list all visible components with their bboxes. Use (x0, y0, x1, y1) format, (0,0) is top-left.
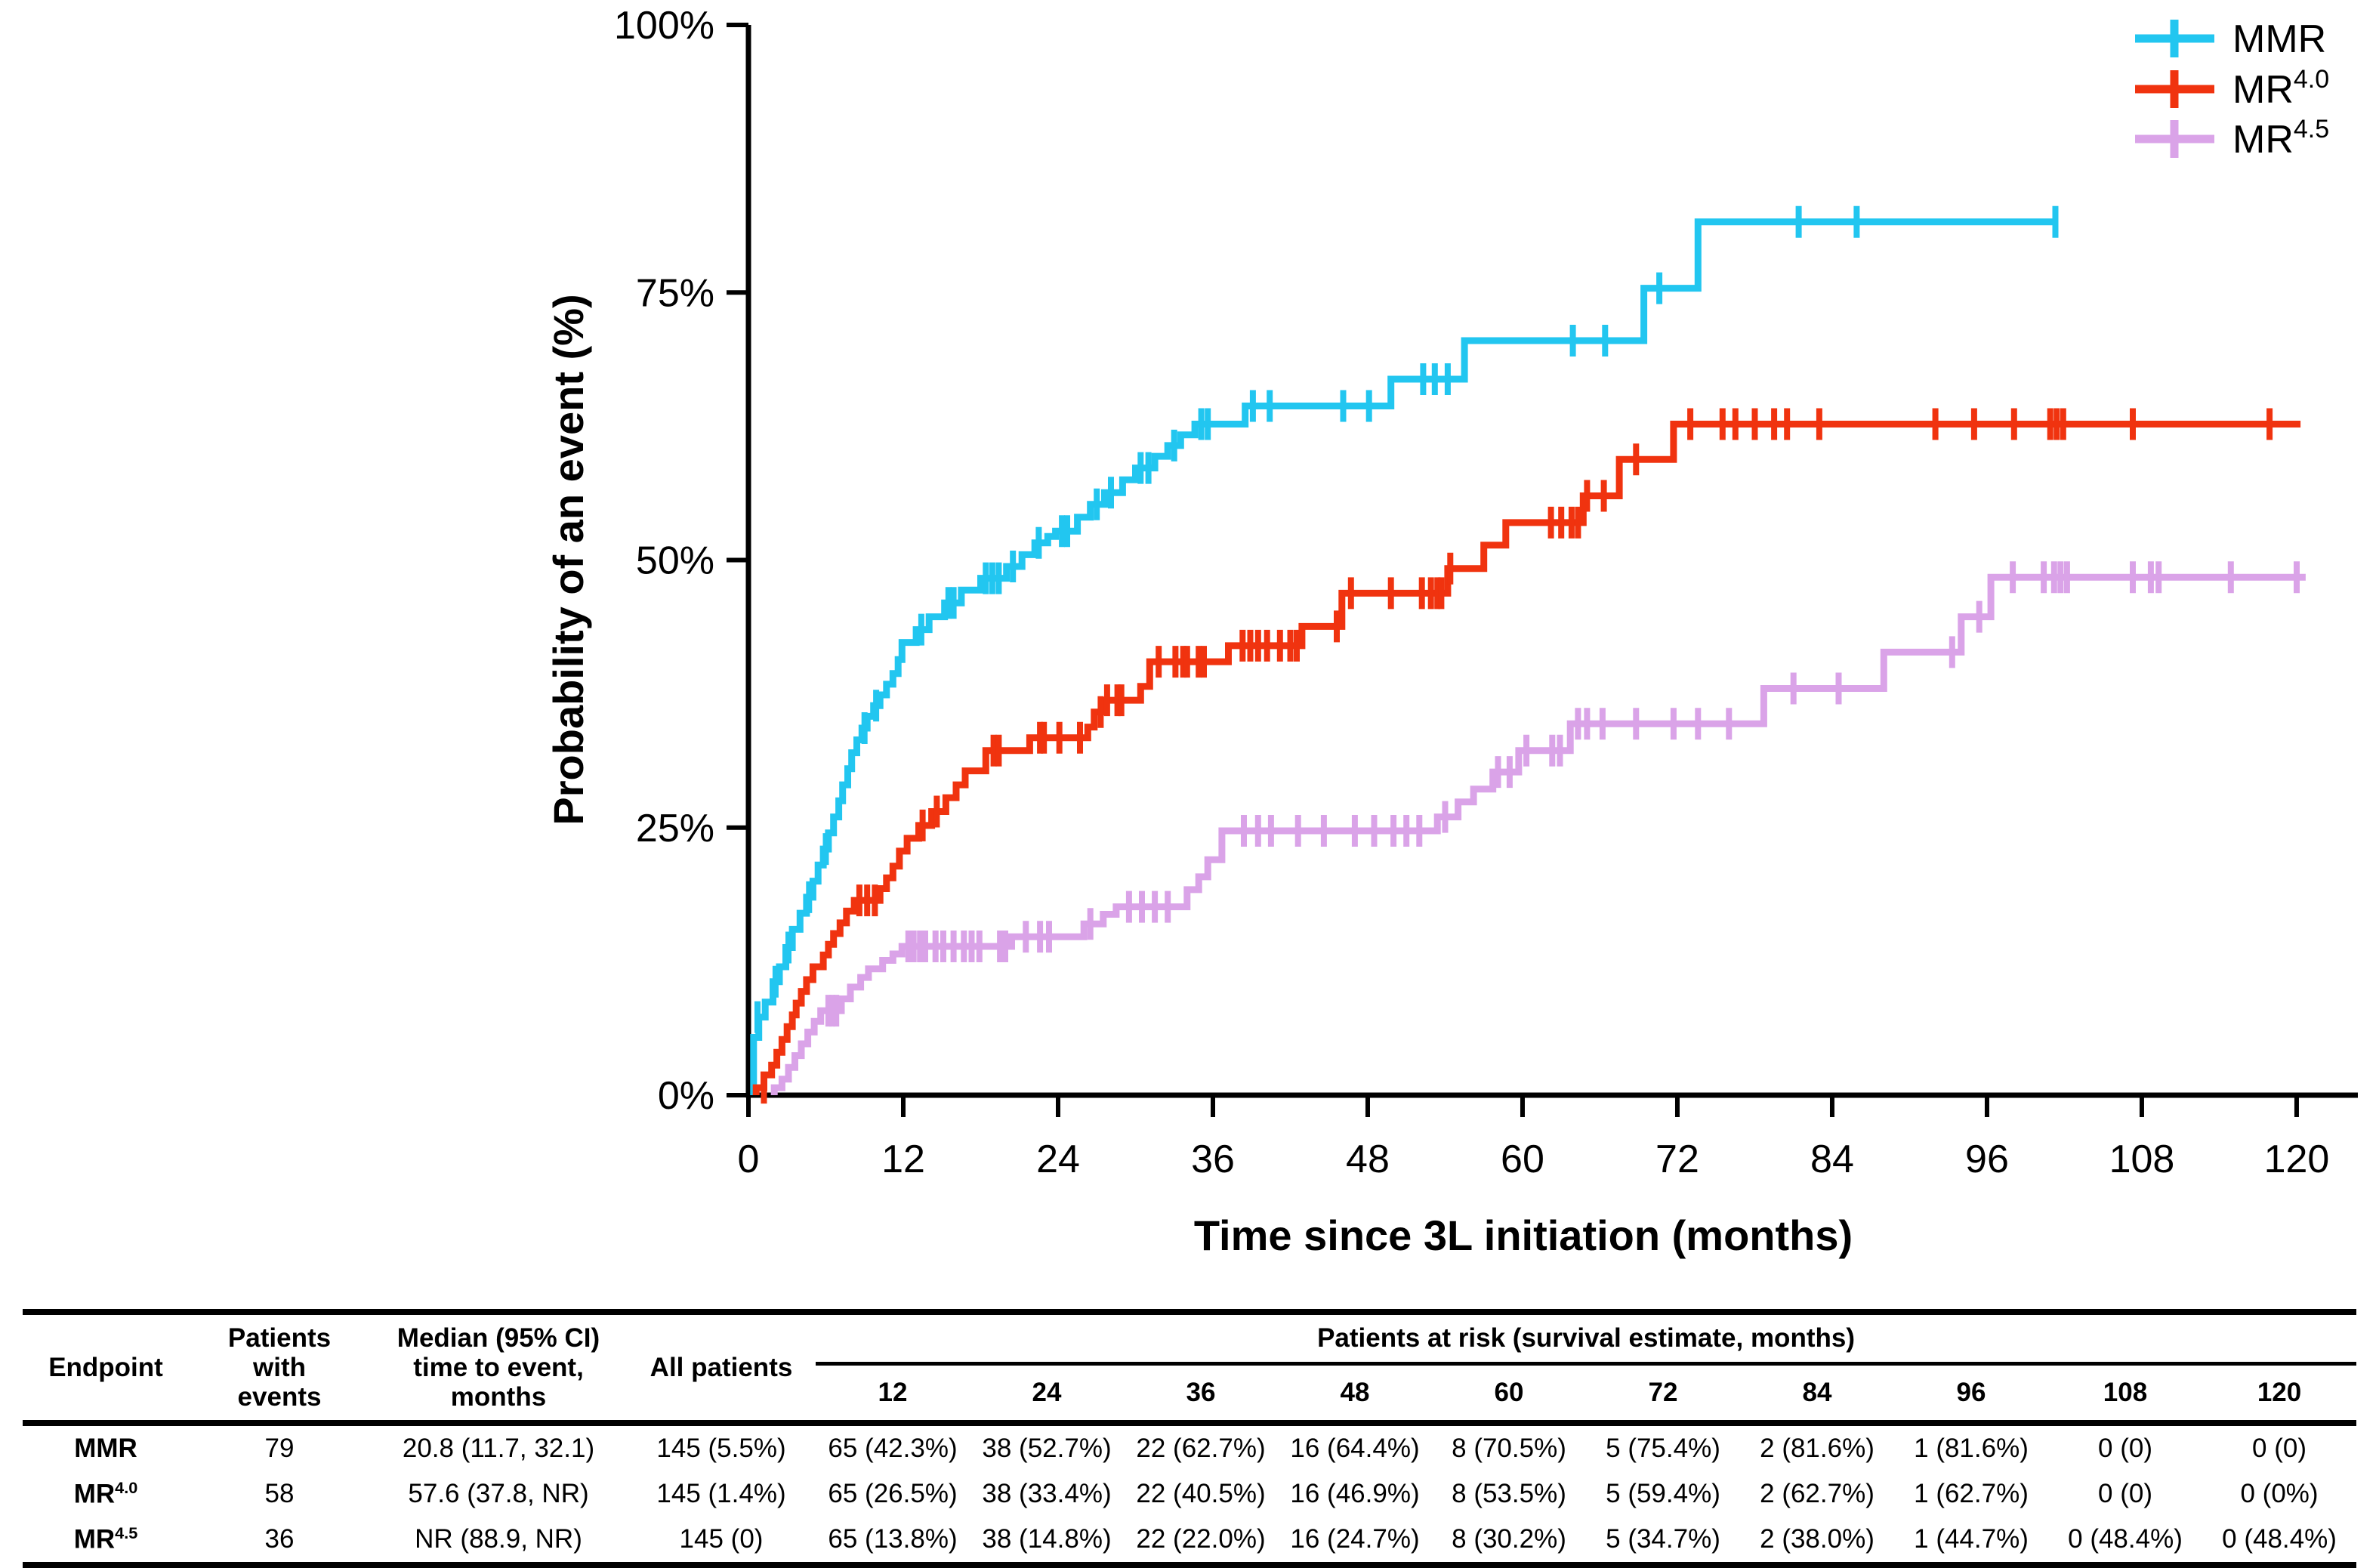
table-cell: 79 (264, 1434, 295, 1464)
at-risk-cell: 0 (0) (2252, 1434, 2306, 1464)
x-tick-label: 48 (1346, 1137, 1390, 1181)
y-tick-label: 25% (636, 807, 714, 850)
table-row-MR4.0: MR4.0 58 57.6 (37.8, NR) 145 (1.4%) 65 (26.5… (23, 1471, 2356, 1517)
risk-table-header: Endpoint Patients with events Median (95… (23, 1312, 2357, 1423)
x-tick-label: 24 (1036, 1137, 1080, 1181)
table-cell: 145 (5.5%) (656, 1434, 786, 1464)
x-tick-label: 60 (1501, 1137, 1544, 1181)
endpoint-cell: MMR (74, 1434, 137, 1464)
at-risk-cell: 0 (48.4%) (2222, 1524, 2337, 1554)
endpoint-cell: MR4.5 (73, 1523, 138, 1554)
col-header-month-108: 108 (2103, 1378, 2148, 1408)
at-risk-cell: 8 (70.5%) (1452, 1434, 1566, 1464)
x-tick-label: 12 (881, 1137, 925, 1181)
at-risk-cell: 0 (0) (2098, 1434, 2152, 1464)
table-row-MR4.5: MR4.5 36 NR (88.9, NR) 145 (0) 65 (13.8%) 38 … (23, 1517, 2356, 1565)
legend-label: MMR (2232, 17, 2326, 61)
series-curve-MR4.0 (752, 421, 2301, 1095)
col-header-month-84: 84 (1802, 1378, 1832, 1408)
table-cell: 20.8 (11.7, 32.1) (402, 1434, 595, 1464)
x-tick-label: 0 (738, 1137, 760, 1181)
legend-label: MR4.0 (2232, 65, 2329, 112)
at-risk-cell: 38 (52.7%) (982, 1434, 1112, 1464)
at-risk-cell: 5 (59.4%) (1606, 1479, 1720, 1509)
at-risk-cell: 2 (38.0%) (1760, 1524, 1875, 1554)
at-risk-cell: 16 (64.4%) (1290, 1434, 1420, 1464)
x-tick-label: 108 (2109, 1137, 2175, 1181)
col-header-at-risk-group: Patients at risk (survival estimate, mon… (816, 1312, 2357, 1366)
col-header-month-60: 60 (1494, 1378, 1524, 1408)
at-risk-cell: 22 (62.7%) (1136, 1434, 1266, 1464)
at-risk-cell: 0 (0%) (2240, 1479, 2319, 1509)
x-axis-ticks: 0 12 24 36 48 60 72 84 96 108 120 (738, 1095, 2330, 1181)
y-tick-label: 0% (658, 1074, 714, 1118)
at-risk-cell: 65 (26.5%) (828, 1479, 958, 1509)
risk-table: Endpoint Patients with events Median (95… (23, 1309, 2357, 1568)
series-curves (750, 205, 2306, 1104)
col-header-month-120: 120 (2257, 1378, 2302, 1408)
table-row-MMR: MMR 79 20.8 (11.7, 32.1) 145 (5.5%) 65 (42.3… (23, 1423, 2356, 1471)
col-header-month-36: 36 (1186, 1378, 1216, 1408)
table-cell: 58 (264, 1479, 295, 1509)
at-risk-cell: 16 (46.9%) (1290, 1479, 1420, 1509)
table-cell: 57.6 (37.8, NR) (408, 1479, 589, 1509)
at-risk-cell: 0 (0) (2098, 1479, 2152, 1509)
y-tick-label: 50% (636, 539, 714, 583)
at-risk-cell: 22 (40.5%) (1136, 1479, 1266, 1509)
series-curve-MMR (750, 218, 2056, 1095)
legend-item-MMR: MMR (2135, 17, 2326, 61)
at-risk-cell: 5 (34.7%) (1606, 1524, 1720, 1554)
x-tick-label: 96 (1965, 1137, 2009, 1181)
col-header-month-24: 24 (1032, 1378, 1062, 1408)
at-risk-cell: 65 (42.3%) (828, 1434, 958, 1464)
table-cell: 36 (264, 1524, 295, 1554)
table-cell: 145 (1.4%) (656, 1479, 786, 1509)
x-tick-label: 72 (1655, 1137, 1699, 1181)
at-risk-cell: 22 (22.0%) (1136, 1524, 1266, 1554)
at-risk-cell: 65 (13.8%) (828, 1524, 958, 1554)
col-header-month-12: 12 (878, 1378, 908, 1408)
y-tick-label: 75% (636, 271, 714, 315)
at-risk-cell: 2 (81.6%) (1760, 1434, 1875, 1464)
at-risk-cell: 5 (75.4%) (1606, 1434, 1720, 1464)
col-header-month-48: 48 (1340, 1378, 1370, 1408)
legend-item-MR4.5: MR4.5 (2135, 115, 2329, 162)
y-tick-label: 100% (614, 4, 714, 48)
at-risk-cell: 38 (33.4%) (982, 1479, 1112, 1509)
col-header-month-72: 72 (1648, 1378, 1678, 1408)
legend-label: MR4.5 (2232, 115, 2329, 162)
series-curve-MR4.5 (770, 573, 2306, 1095)
col-header-month-96: 96 (1956, 1378, 1986, 1408)
at-risk-cell: 1 (44.7%) (1914, 1524, 2029, 1554)
endpoint-cell: MR4.0 (73, 1478, 138, 1509)
at-risk-cell: 16 (24.7%) (1290, 1524, 1420, 1554)
km-chart: 100%75%50%25%0% 0 12 24 36 48 60 72 84 96 108 120 … (545, 4, 2358, 1259)
x-tick-label: 120 (2264, 1137, 2330, 1181)
table-cell: 145 (0) (679, 1524, 764, 1554)
table-cell: NR (88.9, NR) (415, 1524, 582, 1554)
axis-lines (745, 25, 2358, 1098)
at-risk-cell: 1 (62.7%) (1914, 1479, 2029, 1509)
at-risk-cell: 0 (48.4%) (2068, 1524, 2183, 1554)
y-axis-ticks: 100% 75% 50% 25% 0% (614, 4, 748, 1118)
at-risk-cell: 2 (62.7%) (1760, 1479, 1875, 1509)
x-axis-title: Time since 3L initiation (months) (1194, 1211, 1853, 1259)
at-risk-cell: 8 (53.5%) (1452, 1479, 1566, 1509)
col-header-median: Median (95% CI) time to event, months (396, 1323, 600, 1412)
legend-item-MR4.0: MR4.0 (2135, 65, 2329, 112)
col-header-all-patients: All patients (650, 1352, 793, 1382)
x-tick-label: 84 (1810, 1137, 1854, 1181)
at-risk-cell: 8 (30.2%) (1452, 1524, 1566, 1554)
x-tick-label: 36 (1191, 1137, 1235, 1181)
col-header-endpoint: Endpoint (48, 1352, 163, 1382)
at-risk-cell: 38 (14.8%) (982, 1524, 1112, 1554)
y-axis-title: Probability of an event (%) (545, 294, 592, 825)
at-risk-cell: 1 (81.6%) (1914, 1434, 2029, 1464)
col-header-patients-with-events: Patients with events (227, 1323, 332, 1412)
